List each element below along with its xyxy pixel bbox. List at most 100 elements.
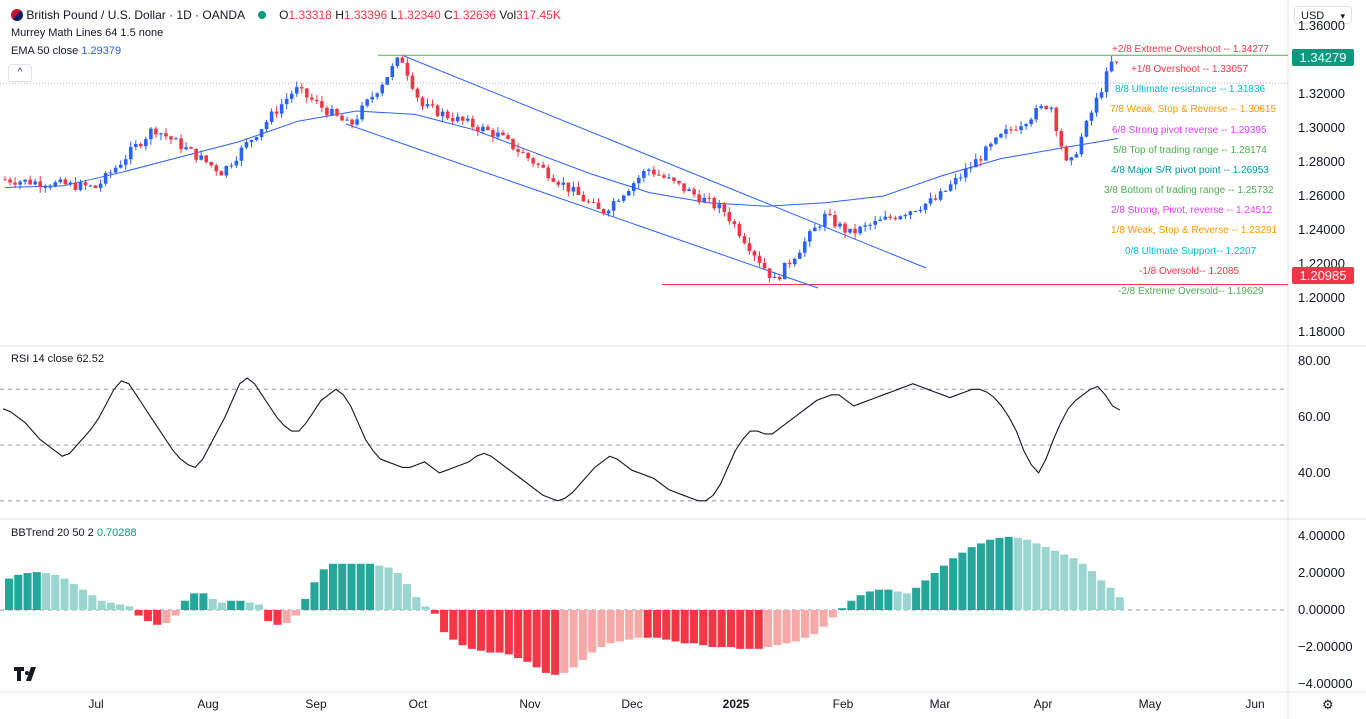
bbtrend-bar [1069,558,1078,610]
candle [506,133,510,141]
bbtrend-bar [726,610,736,647]
candle-body [727,211,732,222]
bbtrend-bar [689,610,699,644]
candle-body [269,111,274,123]
rsi-legend[interactable]: RSI 14 close 62.52 [11,353,104,365]
candle [1099,87,1104,100]
candle [63,177,68,186]
candle-body [601,208,606,214]
murrey-legend[interactable]: Murrey Math Lines 64 1.5 none [11,27,164,39]
candle [365,98,369,108]
candle-body [315,99,319,102]
price-axis-label: 1.32000 [1298,86,1345,101]
candle [913,210,918,213]
price-axis-label: 1.36000 [1298,18,1345,33]
candle-body [1064,146,1069,161]
candle [204,155,208,164]
candle-body [702,197,706,203]
chevron-up-icon: ^ [17,67,23,78]
candle-body [626,191,631,196]
bbtrend-bar [5,578,14,610]
candle-body [963,168,968,178]
candle-body [958,177,963,179]
ema-legend[interactable]: EMA 50 close 1.29379 [11,45,122,57]
candle-body [973,159,978,168]
candle-body [33,181,37,185]
candle [294,81,299,97]
candle-body [823,213,827,227]
gear-icon[interactable]: ⚙ [1322,697,1334,712]
time-axis-label: Feb [832,697,854,711]
candle [209,161,214,168]
bbtrend-bar [171,610,180,616]
candle-body [345,119,349,121]
bbtrend-bar [680,610,689,644]
candle [98,179,103,192]
price-axis-label: 1.30000 [1298,120,1345,135]
bbtrend-bar [338,563,347,610]
bbtrend-bar [347,563,356,610]
bbtrend-panel [0,536,1288,675]
symbol-title[interactable]: British Pound / U.S. Dollar · 1D · OANDA [26,8,245,22]
candle [1044,105,1049,111]
collapse-legend-button[interactable]: ^ [8,64,32,82]
candle-body [305,88,309,98]
candle [994,136,998,146]
candle [410,72,415,91]
candle-body [219,171,224,176]
candle-body [853,228,857,234]
candle-body [576,186,581,195]
candle-body [481,126,485,132]
candle-body [294,87,299,94]
candle [380,82,385,97]
bbtrend-bar [1032,543,1041,610]
candle [682,183,686,194]
bbtrend-bar [1041,547,1050,610]
bbtrend-bar [180,600,189,610]
bbtrend-bar [1013,537,1022,610]
candle [315,95,319,105]
candle-body [365,99,369,106]
candle [561,176,566,190]
candle [727,207,732,225]
candle [566,182,571,197]
candle-body [1089,112,1094,121]
candle-body [425,104,430,107]
candle [279,98,284,118]
currency-select[interactable]: USD ▾ [1294,6,1352,24]
bbtrend-axis-label: −4.00000 [1298,676,1353,691]
candle-body [23,179,27,182]
murrey-level-label: 2/8 Strong, Pivot, reverse -- 1.24512 [1111,205,1273,217]
bbtrend-legend[interactable]: BBTrend 20 50 2 0.70288 [11,527,137,539]
candle-body [330,109,334,116]
candle-body [289,93,294,99]
candle-body [249,140,254,143]
bbtrend-bar [782,610,791,644]
candle [108,169,113,178]
candle [903,213,908,220]
rsi-value: 62.52 [76,353,104,365]
bbtrend-bar [606,610,615,644]
bbtrend-bar [60,578,69,610]
candle-body [506,135,510,139]
bbtrend-bar [717,610,726,647]
candle [305,87,309,104]
candle-body [154,128,158,135]
candle-body [722,204,727,212]
candle-body [264,122,269,130]
candle [13,177,17,189]
candle-body [184,147,188,150]
candle-body [360,105,364,120]
candle [234,156,239,169]
candle [370,91,374,103]
candle [1014,125,1018,132]
candle [345,116,349,121]
bbtrend-bar [134,610,143,616]
candle [672,176,676,184]
candle [742,233,747,245]
bbtrend-bar [430,610,439,614]
candle-body [209,162,214,166]
bbtrend-bar [884,589,893,610]
bbtrend-axis-label: 4.00000 [1298,528,1345,543]
candle-body [571,186,576,192]
